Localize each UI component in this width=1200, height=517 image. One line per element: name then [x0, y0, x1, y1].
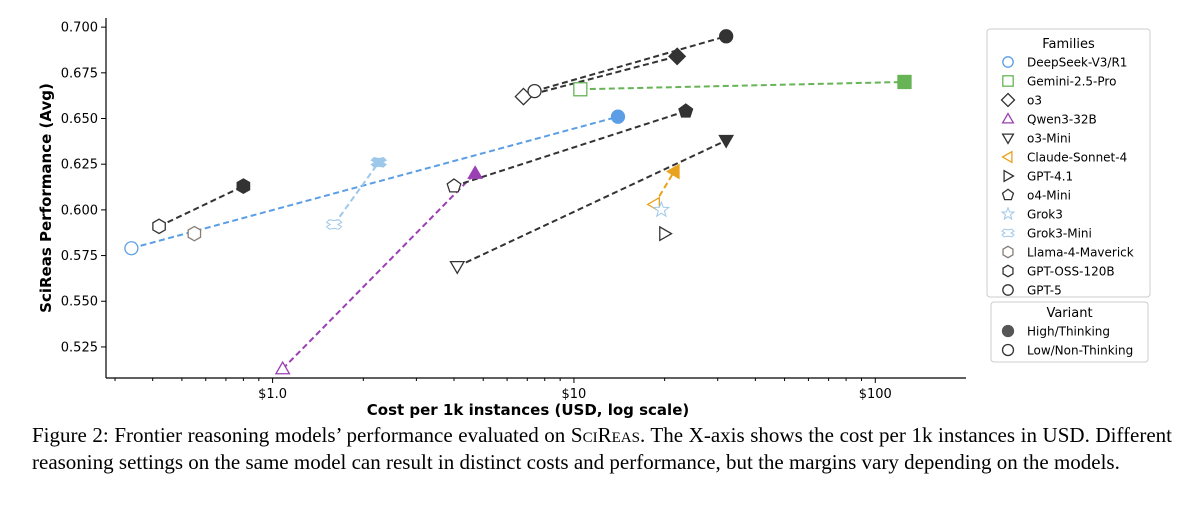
- connector-line: [333, 161, 380, 226]
- legend-variant-label: High/Thinking: [1027, 324, 1110, 338]
- legend-label: DeepSeek-V3/R1: [1027, 55, 1127, 69]
- data-point-high: [678, 103, 694, 118]
- data-point-low: [652, 200, 671, 218]
- legend-families-title: Families: [1042, 37, 1095, 52]
- connector-line: [523, 55, 678, 98]
- legend-marker: [1002, 284, 1014, 296]
- legend-marker: [1003, 169, 1015, 183]
- connector-line: [158, 185, 244, 228]
- data-point-high: [665, 163, 680, 180]
- y-tick-label: 0.525: [61, 340, 98, 355]
- connector-line: [653, 170, 675, 205]
- legend-families-box: [986, 28, 1151, 298]
- y-tick-label: 0.650: [61, 112, 98, 127]
- data-point-high: [467, 165, 484, 179]
- legend-marker: [1002, 56, 1014, 68]
- data-point-low: [449, 260, 466, 275]
- legend-marker: [1002, 75, 1014, 87]
- legend-marker: [1001, 133, 1015, 145]
- y-tick-label: 0.575: [61, 249, 98, 264]
- legend-marker: [1000, 206, 1016, 221]
- legend-label: GPT-5: [1027, 283, 1062, 297]
- data-point-high: [610, 109, 626, 124]
- legend-variant-box: [990, 301, 1149, 363]
- legend-marker: [1001, 112, 1015, 124]
- legend-label: Gemini-2.5-Pro: [1027, 74, 1116, 88]
- data-point-low: [573, 82, 588, 97]
- x-tick-label: $1.0: [258, 387, 287, 402]
- legend-label: Grok3-Mini: [1027, 226, 1092, 240]
- y-tick-label: 0.700: [61, 21, 98, 36]
- data-point-low: [446, 178, 462, 193]
- legend-label: Grok3: [1027, 207, 1063, 221]
- data-point-high: [236, 178, 251, 195]
- connector-line: [456, 139, 727, 268]
- chart: 0.525 0.550 0.575 0.600 0.625 0.650 0.675 0.700…: [37, 18, 1151, 419]
- connector-line: [453, 110, 687, 188]
- y-tick-label: 0.600: [61, 203, 98, 218]
- caption-suffix: . The X-axis shows the cost per 1k insta…: [32, 423, 1172, 474]
- x-tick-label: $10: [562, 387, 587, 402]
- legend: Families DeepSeek-V3/R1 Gemini-2.5-Pro o3 Qw…: [986, 28, 1151, 363]
- data-point-low: [152, 218, 166, 235]
- data-point-low: [659, 225, 673, 242]
- legend-label: Claude-Sonnet-4: [1027, 150, 1127, 164]
- legend-label: GPT-4.1: [1027, 169, 1073, 183]
- caption-brand: SciReas: [570, 423, 640, 447]
- legend-label: o3: [1027, 93, 1042, 107]
- connector-line: [131, 115, 619, 250]
- y-tick-label: 0.550: [61, 295, 98, 310]
- data-point-low: [325, 219, 343, 230]
- data-point-high: [370, 157, 388, 168]
- legend-marker: [1001, 188, 1015, 201]
- axes: 0.525 0.550 0.575 0.600 0.625 0.650 0.675 0.700…: [37, 18, 966, 419]
- data-point-high: [718, 134, 735, 149]
- legend-marker: [1001, 150, 1013, 164]
- legend-marker: [1000, 92, 1016, 108]
- connector-line: [534, 35, 727, 93]
- legend-label: GPT-OSS-120B: [1027, 264, 1115, 278]
- data-point-low: [274, 360, 291, 375]
- connector-line: [580, 80, 905, 91]
- data-point-low: [124, 241, 139, 256]
- connector-lines: [131, 35, 905, 370]
- legend-variant-marker: [1001, 343, 1015, 357]
- legend-marker: [1001, 228, 1015, 238]
- legend-variant-title: Variant: [1046, 306, 1092, 321]
- caption-prefix: Figure 2: Frontier reasoning models’ per…: [32, 423, 571, 447]
- legend-marker: [1002, 245, 1014, 259]
- legend-label: o3-Mini: [1027, 131, 1071, 145]
- data-points: [124, 29, 912, 375]
- figure-caption: Figure 2: Frontier reasoning models’ per…: [32, 422, 1172, 476]
- y-tick-label: 0.675: [61, 66, 98, 81]
- data-point-low: [527, 83, 542, 99]
- y-axis-title: SciReas Performance (Avg): [37, 83, 55, 313]
- legend-label: Qwen3-32B: [1027, 112, 1097, 126]
- data-point-high: [897, 74, 912, 90]
- legend-variant-label: Low/Non-Thinking: [1027, 343, 1133, 357]
- legend-label: o4-Mini: [1027, 188, 1071, 202]
- legend-label: Llama-4-Maverick: [1027, 245, 1134, 259]
- connector-line: [281, 172, 476, 370]
- y-tick-label: 0.625: [61, 158, 98, 173]
- data-point-low: [187, 225, 202, 242]
- legend-variant-marker: [1001, 324, 1015, 338]
- legend-marker: [1002, 264, 1014, 278]
- data-point-high: [668, 47, 687, 66]
- x-axis-title: Cost per 1k instances (USD, log scale): [367, 401, 689, 419]
- x-tick-label: $100: [859, 387, 892, 402]
- data-point-high: [719, 29, 734, 44]
